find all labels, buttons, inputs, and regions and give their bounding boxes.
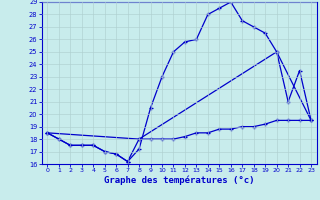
X-axis label: Graphe des températures (°c): Graphe des températures (°c) (104, 176, 254, 185)
